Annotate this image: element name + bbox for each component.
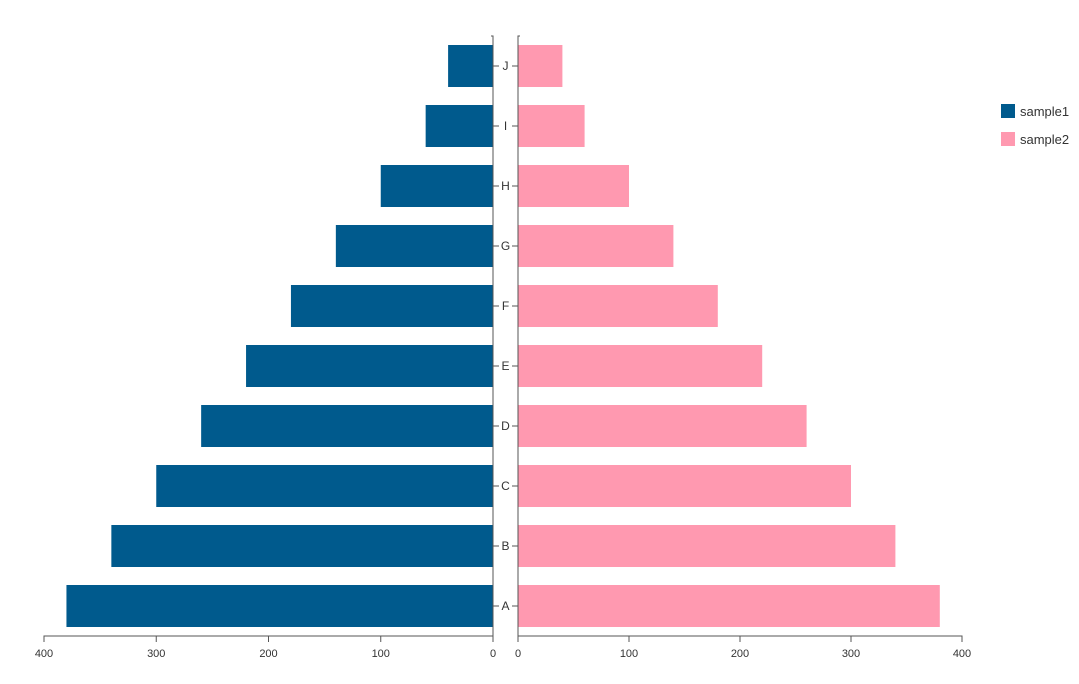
bar-sample2-E [518,345,763,387]
category-label: A [501,599,509,613]
bar-sample2-H [518,165,629,207]
bar-sample2-J [518,45,563,87]
right-x-tick-label: 300 [842,648,860,660]
bar-sample2-I [518,105,585,147]
sample1-bars [66,45,493,627]
category-label: G [501,239,510,253]
bar-sample1-E [246,345,493,387]
category-axis: A B C D E F G H I J [491,35,520,637]
category-label: F [502,299,509,313]
legend-swatch-sample1 [1001,104,1015,118]
category-label: H [501,179,510,193]
right-x-tick-label: 0 [515,648,521,660]
bar-sample1-A [66,585,493,627]
left-x-tick-label: 300 [147,648,165,660]
legend-swatch-sample2 [1001,132,1015,146]
legend-label-sample2: sample2 [1020,132,1069,147]
legend: sample1 sample2 [1001,104,1069,147]
left-x-tick-label: 0 [490,648,496,660]
bar-sample2-G [518,225,674,267]
sample2-bars [518,45,940,627]
category-label: D [501,419,510,433]
bar-sample2-A [518,585,940,627]
right-x-tick-label: 100 [620,648,638,660]
bar-sample1-I [425,105,493,147]
bar-sample2-C [518,465,851,507]
bar-sample1-G [335,225,493,267]
left-x-axis: 0 100 200 300 400 [35,635,496,660]
bar-sample2-D [518,405,807,447]
bar-sample1-J [448,45,493,87]
left-x-tick-label: 400 [35,648,53,660]
category-label: E [501,359,509,373]
right-x-tick-label: 400 [953,648,971,660]
legend-label-sample1: sample1 [1020,104,1069,119]
category-label: C [501,479,510,493]
category-label: J [503,59,509,73]
bar-sample1-H [380,165,493,207]
left-x-tick-label: 200 [259,648,277,660]
left-x-tick-label: 100 [372,648,390,660]
bar-sample2-B [518,525,896,567]
right-x-axis: 0 100 200 300 400 [515,635,971,660]
category-label: I [504,119,507,133]
bar-sample1-B [111,525,493,567]
category-label: B [501,539,509,553]
bar-sample1-D [201,405,493,447]
bar-sample1-F [290,285,493,327]
bar-sample2-F [518,285,718,327]
right-x-tick-label: 200 [731,648,749,660]
bar-sample1-C [156,465,493,507]
